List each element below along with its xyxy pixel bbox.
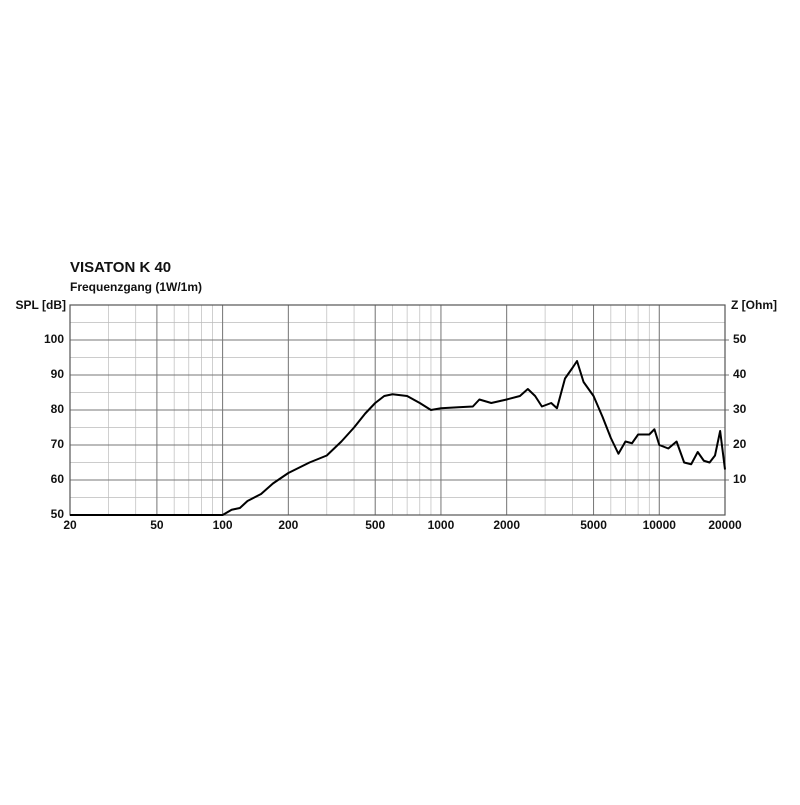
x-tick-label: 200 — [278, 518, 298, 532]
y-tick-label: 100 — [44, 332, 64, 346]
y-axis-label: SPL [dB] — [16, 298, 66, 312]
y2-tick-label: 30 — [733, 402, 747, 416]
x-tick-label: 100 — [213, 518, 233, 532]
x-tick-label: 5000 — [580, 518, 607, 532]
x-tick-label: 1000 — [428, 518, 455, 532]
y-tick-label: 80 — [51, 402, 65, 416]
x-tick-label: 20 — [63, 518, 77, 532]
plot-frame — [69, 304, 726, 516]
y-tick-label: 60 — [51, 472, 65, 486]
y2-axis-label: Z [Ohm] — [731, 298, 777, 312]
x-tick-label: 50 — [150, 518, 164, 532]
response-line — [70, 360, 726, 516]
x-tick-label: 10000 — [643, 518, 677, 532]
y-tick-label: 70 — [51, 437, 65, 451]
x-tick-label: 20000 — [708, 518, 742, 532]
y2-tick-label: 20 — [733, 437, 747, 451]
chart-title: VISATON K 40 — [70, 259, 171, 276]
chart-subtitle: Frequenzgang (1W/1m) — [70, 280, 202, 294]
y2-tick-label: 40 — [733, 367, 747, 381]
x-tick-label: 2000 — [493, 518, 520, 532]
y-tick-label: 90 — [51, 367, 65, 381]
y2-tick-label: 10 — [733, 472, 747, 486]
y-tick-label: 50 — [51, 507, 65, 521]
x-tick-label: 500 — [365, 518, 385, 532]
y2-tick-label: 50 — [733, 332, 747, 346]
